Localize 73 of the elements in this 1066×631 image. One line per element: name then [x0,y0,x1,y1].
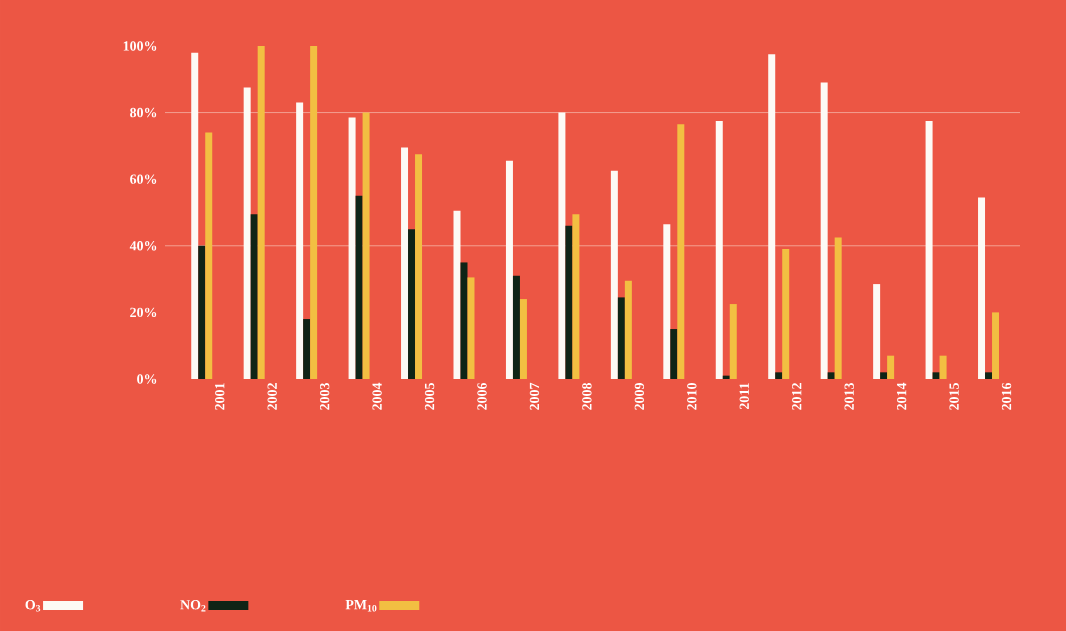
bar [715,120,723,379]
bar [677,124,685,379]
bar [415,154,423,379]
y-tick-label: 60% [130,174,157,184]
bar [362,112,370,379]
bar [460,262,468,379]
bar [820,82,828,379]
bar [205,132,213,379]
x-tick-label: 2015 [949,383,959,410]
bar [512,275,520,379]
bar [873,284,881,379]
x-tick-label: 2013 [844,382,854,410]
legend-label: NO$_{2}$ [180,600,206,612]
bar [519,299,527,379]
bar [775,372,783,379]
bar [768,54,776,379]
bar [303,319,311,379]
bar [887,355,895,379]
x-tick-label: 2011 [739,383,749,410]
bar [310,45,318,379]
bar [250,214,258,379]
bar [827,372,835,379]
x-tick-label: 2006 [477,382,487,410]
x-tick-label: 2008 [582,382,592,410]
bar [572,214,580,379]
y-tick-label: 100% [123,41,157,51]
x-tick-label: 2002 [267,383,277,410]
bar [355,195,363,379]
bar [401,147,409,379]
bar [670,329,678,379]
bar [617,297,625,379]
bar [722,375,730,379]
bar [925,120,933,379]
bar [348,117,356,379]
bar [453,210,461,379]
bar [663,224,671,379]
x-tick-label: 2007 [529,382,540,410]
bar [296,102,304,379]
x-tick-label: 2016 [1001,382,1012,410]
bar [408,229,416,379]
bar [992,312,1000,379]
bar [191,52,199,379]
y-tick-label: 80% [130,107,157,118]
bar [565,225,573,379]
bar [932,372,940,379]
legend-label: O$_{3}$ [25,600,41,612]
bar [729,304,737,379]
bar [978,197,986,379]
x-tick-label: 2014 [896,382,907,410]
bar [610,170,618,379]
bar [558,112,566,379]
bar [624,280,632,379]
y-tick-label: 0% [137,374,157,384]
bar [834,237,842,379]
y-tick-label: 20% [130,307,157,318]
bar [505,160,513,379]
x-tick-label: 2003 [319,382,330,410]
bar [985,372,993,379]
y-tick-label: 40% [129,241,157,251]
bar [198,245,206,379]
bar [782,249,790,379]
x-tick-label: 2012 [792,383,802,410]
bar [243,87,251,379]
bar [939,355,947,379]
bar [880,372,888,379]
bar [257,45,265,379]
x-tick-label: 2004 [372,382,382,410]
bar [467,277,475,379]
x-tick-label: 2001 [215,383,225,410]
x-tick-label: 2005 [424,383,435,410]
x-tick-label: 2010 [687,383,697,410]
x-tick-label: 2009 [634,383,645,410]
legend-label: PM$_{10}$ [345,600,377,612]
